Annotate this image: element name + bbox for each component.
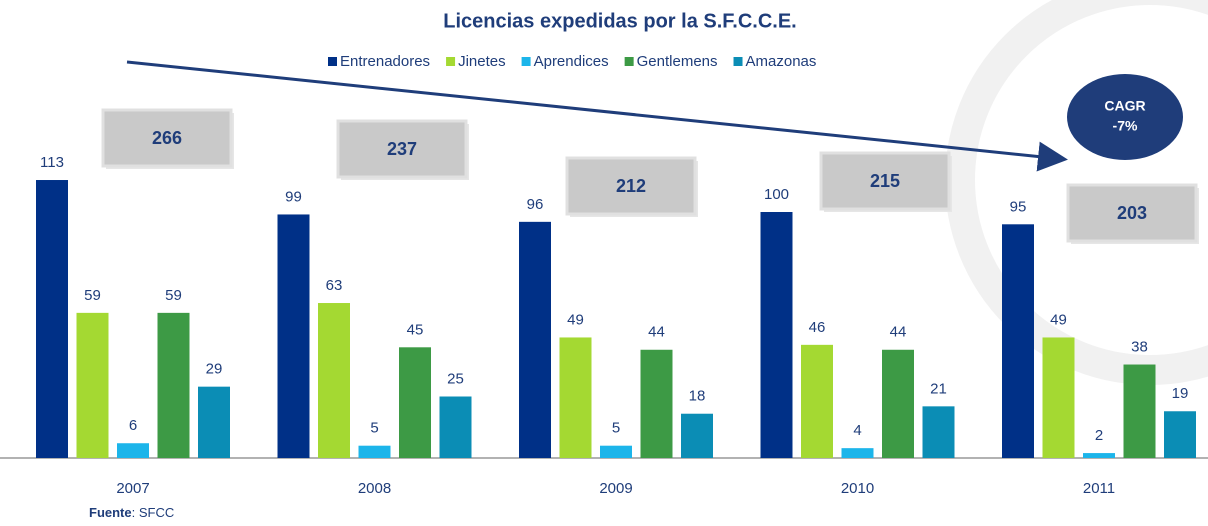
data-label: 19 bbox=[1172, 385, 1189, 402]
source-label: Fuente bbox=[89, 505, 132, 520]
total-label: 215 bbox=[870, 171, 900, 191]
x-tick-label: 2011 bbox=[1083, 480, 1115, 497]
chart: Licencias expedidas por la S.F.C.C.E. CA… bbox=[0, 0, 1208, 526]
data-label: 5 bbox=[612, 420, 620, 437]
legend-swatch bbox=[734, 57, 743, 66]
legend-label: Gentlemens bbox=[637, 53, 718, 70]
data-label: 63 bbox=[326, 277, 343, 294]
data-label: 99 bbox=[285, 188, 302, 205]
legend-label: Entrenadores bbox=[340, 53, 430, 70]
data-label: 59 bbox=[165, 287, 182, 304]
data-label: 29 bbox=[206, 361, 223, 378]
total-label: 237 bbox=[387, 139, 417, 159]
legend-swatch bbox=[446, 57, 455, 66]
bar bbox=[77, 313, 109, 458]
bar bbox=[198, 387, 230, 458]
bar bbox=[158, 313, 190, 458]
total-label: 266 bbox=[152, 128, 182, 148]
bar bbox=[440, 397, 472, 459]
data-label: 5 bbox=[370, 420, 378, 437]
bar bbox=[761, 212, 793, 458]
bar bbox=[1043, 337, 1075, 458]
bar bbox=[882, 350, 914, 458]
bar bbox=[1002, 224, 1034, 458]
legend-label: Jinetes bbox=[458, 53, 506, 70]
bar bbox=[681, 414, 713, 458]
legend-swatch bbox=[522, 57, 531, 66]
data-label: 21 bbox=[930, 380, 947, 397]
bar bbox=[318, 303, 350, 458]
data-label: 113 bbox=[40, 154, 64, 171]
data-label: 44 bbox=[648, 324, 665, 341]
bar bbox=[278, 214, 310, 458]
chart-title: Licencias expedidas por la S.F.C.C.E. bbox=[443, 10, 796, 32]
data-label: 49 bbox=[1050, 311, 1067, 328]
source-text: : SFCC bbox=[132, 505, 175, 520]
bar bbox=[1124, 365, 1156, 458]
total-label: 203 bbox=[1117, 203, 1147, 223]
bar bbox=[801, 345, 833, 458]
data-label: 25 bbox=[447, 370, 464, 387]
data-label: 46 bbox=[809, 319, 826, 336]
data-label: 38 bbox=[1131, 338, 1148, 355]
legend-label: Aprendices bbox=[534, 53, 609, 70]
data-label: 45 bbox=[407, 321, 424, 338]
data-label: 96 bbox=[527, 196, 544, 213]
x-tick-label: 2007 bbox=[116, 480, 149, 497]
data-label: 59 bbox=[84, 287, 101, 304]
trend-arrow bbox=[127, 62, 1062, 159]
bar bbox=[842, 448, 874, 458]
bar bbox=[359, 446, 391, 458]
x-tick-label: 2008 bbox=[358, 480, 391, 497]
bar bbox=[399, 347, 431, 458]
bar bbox=[641, 350, 673, 458]
cagr-value: -7% bbox=[1113, 118, 1138, 134]
bar bbox=[519, 222, 551, 458]
legend-label: Amazonas bbox=[746, 53, 817, 70]
source: Fuente: SFCC bbox=[89, 505, 174, 520]
bar bbox=[117, 443, 149, 458]
x-tick-label: 2009 bbox=[599, 480, 632, 497]
data-label: 44 bbox=[890, 324, 907, 341]
total-label: 212 bbox=[616, 176, 646, 196]
legend-swatch bbox=[625, 57, 634, 66]
data-label: 6 bbox=[129, 417, 137, 434]
bar bbox=[923, 406, 955, 458]
data-label: 4 bbox=[853, 422, 861, 439]
bar bbox=[600, 446, 632, 458]
bar bbox=[36, 180, 68, 458]
data-label: 95 bbox=[1010, 198, 1027, 215]
cagr-label: CAGR bbox=[1104, 98, 1145, 114]
bar bbox=[1164, 411, 1196, 458]
bar bbox=[560, 337, 592, 458]
data-label: 100 bbox=[764, 186, 789, 203]
data-label: 18 bbox=[689, 388, 706, 405]
legend-swatch bbox=[328, 57, 337, 66]
data-label: 49 bbox=[567, 311, 584, 328]
x-tick-label: 2010 bbox=[841, 480, 874, 497]
data-label: 2 bbox=[1095, 427, 1103, 444]
bar bbox=[1083, 453, 1115, 458]
